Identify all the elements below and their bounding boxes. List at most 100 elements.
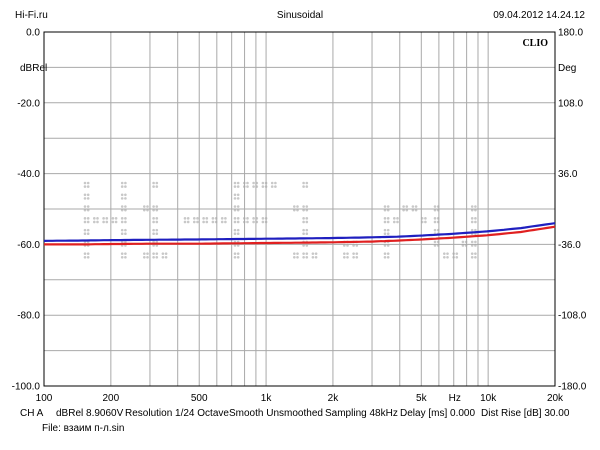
watermark-dot — [86, 228, 90, 232]
watermark-dot — [152, 220, 155, 224]
watermark-dot — [114, 220, 118, 224]
watermark-dot — [236, 185, 240, 188]
watermark-dot — [433, 205, 437, 208]
watermark-dot — [443, 255, 446, 259]
x-tick-label: 500 — [191, 393, 208, 404]
watermark-dot — [474, 208, 477, 212]
watermark-dot — [302, 252, 305, 255]
watermark-dot — [474, 228, 477, 232]
y2-tick-label: 180.0 — [558, 28, 583, 39]
watermark-dot — [155, 228, 159, 232]
y-tick-label: -20.0 — [17, 98, 40, 109]
watermark-dot — [236, 252, 240, 255]
y2-tick-label: -180.0 — [558, 382, 587, 393]
x-tick-label: 200 — [103, 393, 120, 404]
watermark-dot — [246, 185, 249, 188]
watermark-dot — [314, 252, 318, 255]
watermark-dot — [102, 217, 105, 220]
watermark-dot — [114, 217, 118, 220]
y-axis-ticks: 0.0 -20.0 -40.0 -60.0 -80.0 -100.0 — [12, 28, 41, 393]
watermark-dot — [83, 185, 87, 188]
watermark-dot — [83, 217, 87, 220]
watermark-dot — [474, 220, 477, 224]
watermark-dot — [302, 220, 305, 224]
y2-tick-label: 108.0 — [558, 98, 583, 109]
watermark-dot — [120, 240, 124, 244]
watermark-dot — [233, 232, 237, 236]
watermark-dot — [433, 208, 437, 212]
watermark-dot — [186, 220, 190, 224]
header-left: Hi-Fi.ru — [15, 10, 48, 21]
watermark-dot — [311, 252, 315, 255]
watermark-dot — [146, 255, 149, 259]
watermark-dot — [470, 228, 474, 232]
y-tick-label: 0.0 — [26, 28, 40, 39]
y2-axis-label: Deg — [558, 63, 576, 74]
plot-frame — [43, 31, 556, 387]
watermark-dot — [96, 220, 99, 224]
watermark-dot — [155, 208, 159, 212]
y-axis-label: dBRel — [20, 63, 47, 74]
watermark-dot — [155, 240, 159, 244]
watermark-dot — [86, 217, 90, 220]
series-line-red — [44, 225, 556, 246]
watermark-dot — [105, 217, 109, 220]
watermark-dot — [152, 240, 155, 244]
watermark-dot — [86, 181, 90, 185]
grid — [44, 32, 555, 386]
watermark-dot — [305, 217, 309, 220]
watermark-dot — [83, 205, 87, 208]
watermark-dot — [274, 181, 277, 185]
watermark-dot — [246, 181, 249, 185]
watermark-dot — [402, 205, 405, 208]
watermark-dot — [470, 240, 474, 244]
x-tick-label: 1k — [261, 393, 273, 404]
watermark-dot — [252, 181, 255, 185]
watermark-dot — [405, 205, 409, 208]
watermark-logo — [83, 181, 477, 259]
watermark-dot — [386, 232, 390, 236]
watermark-dot — [355, 255, 359, 259]
watermark-dot — [93, 217, 96, 220]
watermark-dot — [124, 193, 127, 197]
watermark-dot — [152, 181, 155, 185]
watermark-dot — [405, 208, 409, 212]
watermark-dot — [86, 252, 90, 255]
watermark-dot — [346, 255, 349, 259]
watermark-dot — [302, 181, 305, 185]
watermark-dot — [193, 217, 196, 220]
watermark-dot — [111, 217, 115, 220]
watermark-dot — [386, 205, 390, 208]
header-right: 09.04.2012 14.24.12 — [493, 10, 585, 21]
watermark-dot — [124, 255, 127, 259]
watermark-dot — [252, 220, 255, 224]
y-tick-label: -80.0 — [17, 311, 40, 322]
watermark-dot — [124, 217, 127, 220]
watermark-dot — [224, 220, 227, 224]
watermark-dot — [193, 220, 196, 224]
watermark-dot — [155, 220, 159, 224]
watermark-dot — [124, 197, 127, 200]
watermark-dot — [124, 252, 127, 255]
watermark-dot — [124, 232, 127, 236]
watermark-dot — [236, 232, 240, 236]
watermark-dot — [383, 217, 387, 220]
watermark-dot — [152, 217, 155, 220]
watermark-dot — [236, 193, 240, 197]
y2-tick-label: 36.0 — [558, 169, 578, 180]
y2-tick-label: -108.0 — [558, 311, 587, 322]
watermark-dot — [343, 255, 346, 259]
watermark-dot — [236, 205, 240, 208]
watermark-dot — [96, 217, 99, 220]
footer-field: CH A — [20, 408, 44, 419]
watermark-dot — [393, 217, 396, 220]
watermark-dot — [124, 181, 127, 185]
watermark-dot — [252, 185, 255, 188]
watermark-dot — [152, 255, 155, 259]
watermark-dot — [261, 217, 265, 220]
watermark-dot — [120, 193, 124, 197]
watermark-dot — [305, 252, 309, 255]
watermark-dot — [143, 255, 146, 259]
watermark-dot — [352, 252, 355, 255]
watermark-dot — [383, 255, 387, 259]
